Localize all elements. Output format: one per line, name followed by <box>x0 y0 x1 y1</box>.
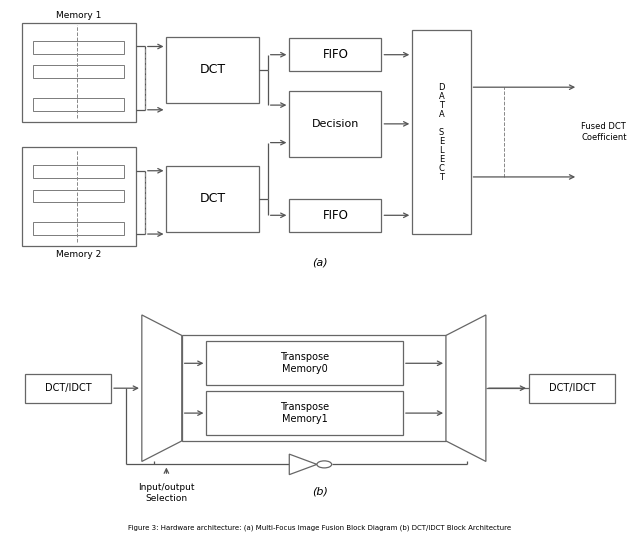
Circle shape <box>317 461 332 468</box>
Text: D
A
T
A
 
S
E
L
E
C
T: D A T A S E L E C T <box>438 83 445 182</box>
Polygon shape <box>289 454 317 475</box>
Bar <box>206 391 403 435</box>
Bar <box>33 41 124 53</box>
Bar <box>22 23 136 122</box>
Text: Transpose
Memory0: Transpose Memory0 <box>280 352 329 374</box>
Text: DCT/IDCT: DCT/IDCT <box>548 383 595 393</box>
Bar <box>33 190 124 202</box>
Bar <box>289 91 381 156</box>
Bar <box>33 98 124 111</box>
Bar <box>529 374 615 403</box>
Text: DCT: DCT <box>200 192 225 206</box>
Text: Input/output
Selection: Input/output Selection <box>138 483 195 503</box>
Bar <box>166 166 259 232</box>
Text: FIFO: FIFO <box>323 48 348 61</box>
Polygon shape <box>142 315 182 461</box>
Polygon shape <box>446 315 486 461</box>
Text: Transpose
Memory1: Transpose Memory1 <box>280 402 329 424</box>
Text: DCT/IDCT: DCT/IDCT <box>45 383 92 393</box>
Text: DCT: DCT <box>200 64 225 76</box>
Text: Memory 1: Memory 1 <box>56 11 102 20</box>
Bar <box>22 147 136 246</box>
Text: Fused DCT
Coefficient: Fused DCT Coefficient <box>581 122 627 142</box>
Bar <box>33 65 124 78</box>
Bar <box>25 374 111 403</box>
Text: FIFO: FIFO <box>323 209 348 222</box>
Bar <box>289 38 381 71</box>
Text: Decision: Decision <box>312 119 359 129</box>
Bar <box>33 222 124 235</box>
Text: Memory 2: Memory 2 <box>56 250 102 259</box>
Text: Figure 3: Hardware architecture: (a) Multi-Focus Image Fusion Block Diagram (b) : Figure 3: Hardware architecture: (a) Mul… <box>129 525 511 531</box>
Text: (b): (b) <box>312 486 328 497</box>
Bar <box>206 341 403 385</box>
Bar <box>166 37 259 103</box>
Bar <box>412 30 470 234</box>
Bar <box>182 335 446 441</box>
Bar <box>289 199 381 232</box>
Text: (a): (a) <box>312 257 328 267</box>
Bar <box>33 165 124 178</box>
